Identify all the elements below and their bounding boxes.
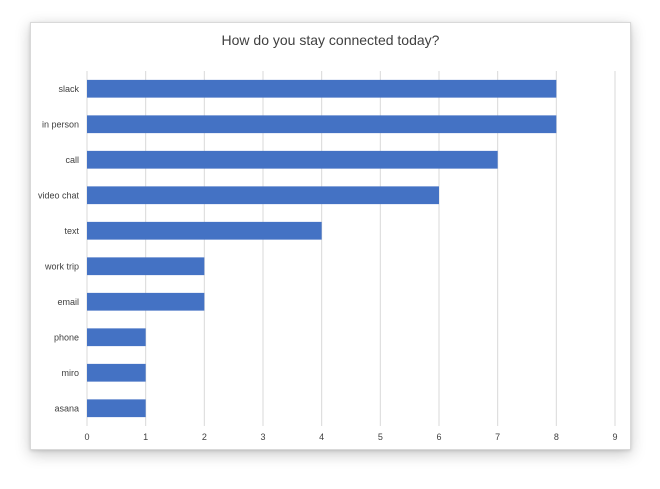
category-label-asana: asana [54,403,79,413]
bar-text [87,221,322,240]
bar-phone [87,328,146,347]
x-tick-label-2: 2 [202,432,207,442]
category-label-slack: slack [58,84,79,94]
category-label-phone: phone [54,332,79,342]
category-label-miro: miro [62,368,80,378]
bar-in-person [87,115,557,134]
category-label-in-person: in person [42,119,79,129]
bar-chart-plot: slack in person call video chat text work tri… [38,71,618,442]
bar-slack [87,79,557,98]
category-label-text: text [64,226,79,236]
category-label-work-trip: work trip [44,261,79,271]
category-label-video-chat: video chat [38,190,80,200]
x-tick-label-5: 5 [378,432,383,442]
x-tick-label-4: 4 [319,432,324,442]
bar-email [87,292,205,311]
bar-asana [87,399,146,418]
x-tick-label-7: 7 [495,432,500,442]
bar-call [87,150,498,169]
category-label-call: call [65,155,79,165]
category-label-email: email [57,297,79,307]
x-tick-label-8: 8 [554,432,559,442]
bar-video-chat [87,186,439,205]
chart-container: How do you stay connected today? slack in… [30,22,631,450]
x-tick-label-3: 3 [260,432,265,442]
x-tick-label-0: 0 [84,432,89,442]
chart-title: How do you stay connected today? [221,32,440,48]
x-tick-label-9: 9 [612,432,617,442]
bar-miro [87,363,146,382]
x-tick-label-6: 6 [436,432,441,442]
x-tick-label-1: 1 [143,432,148,442]
bar-work-trip [87,257,205,276]
